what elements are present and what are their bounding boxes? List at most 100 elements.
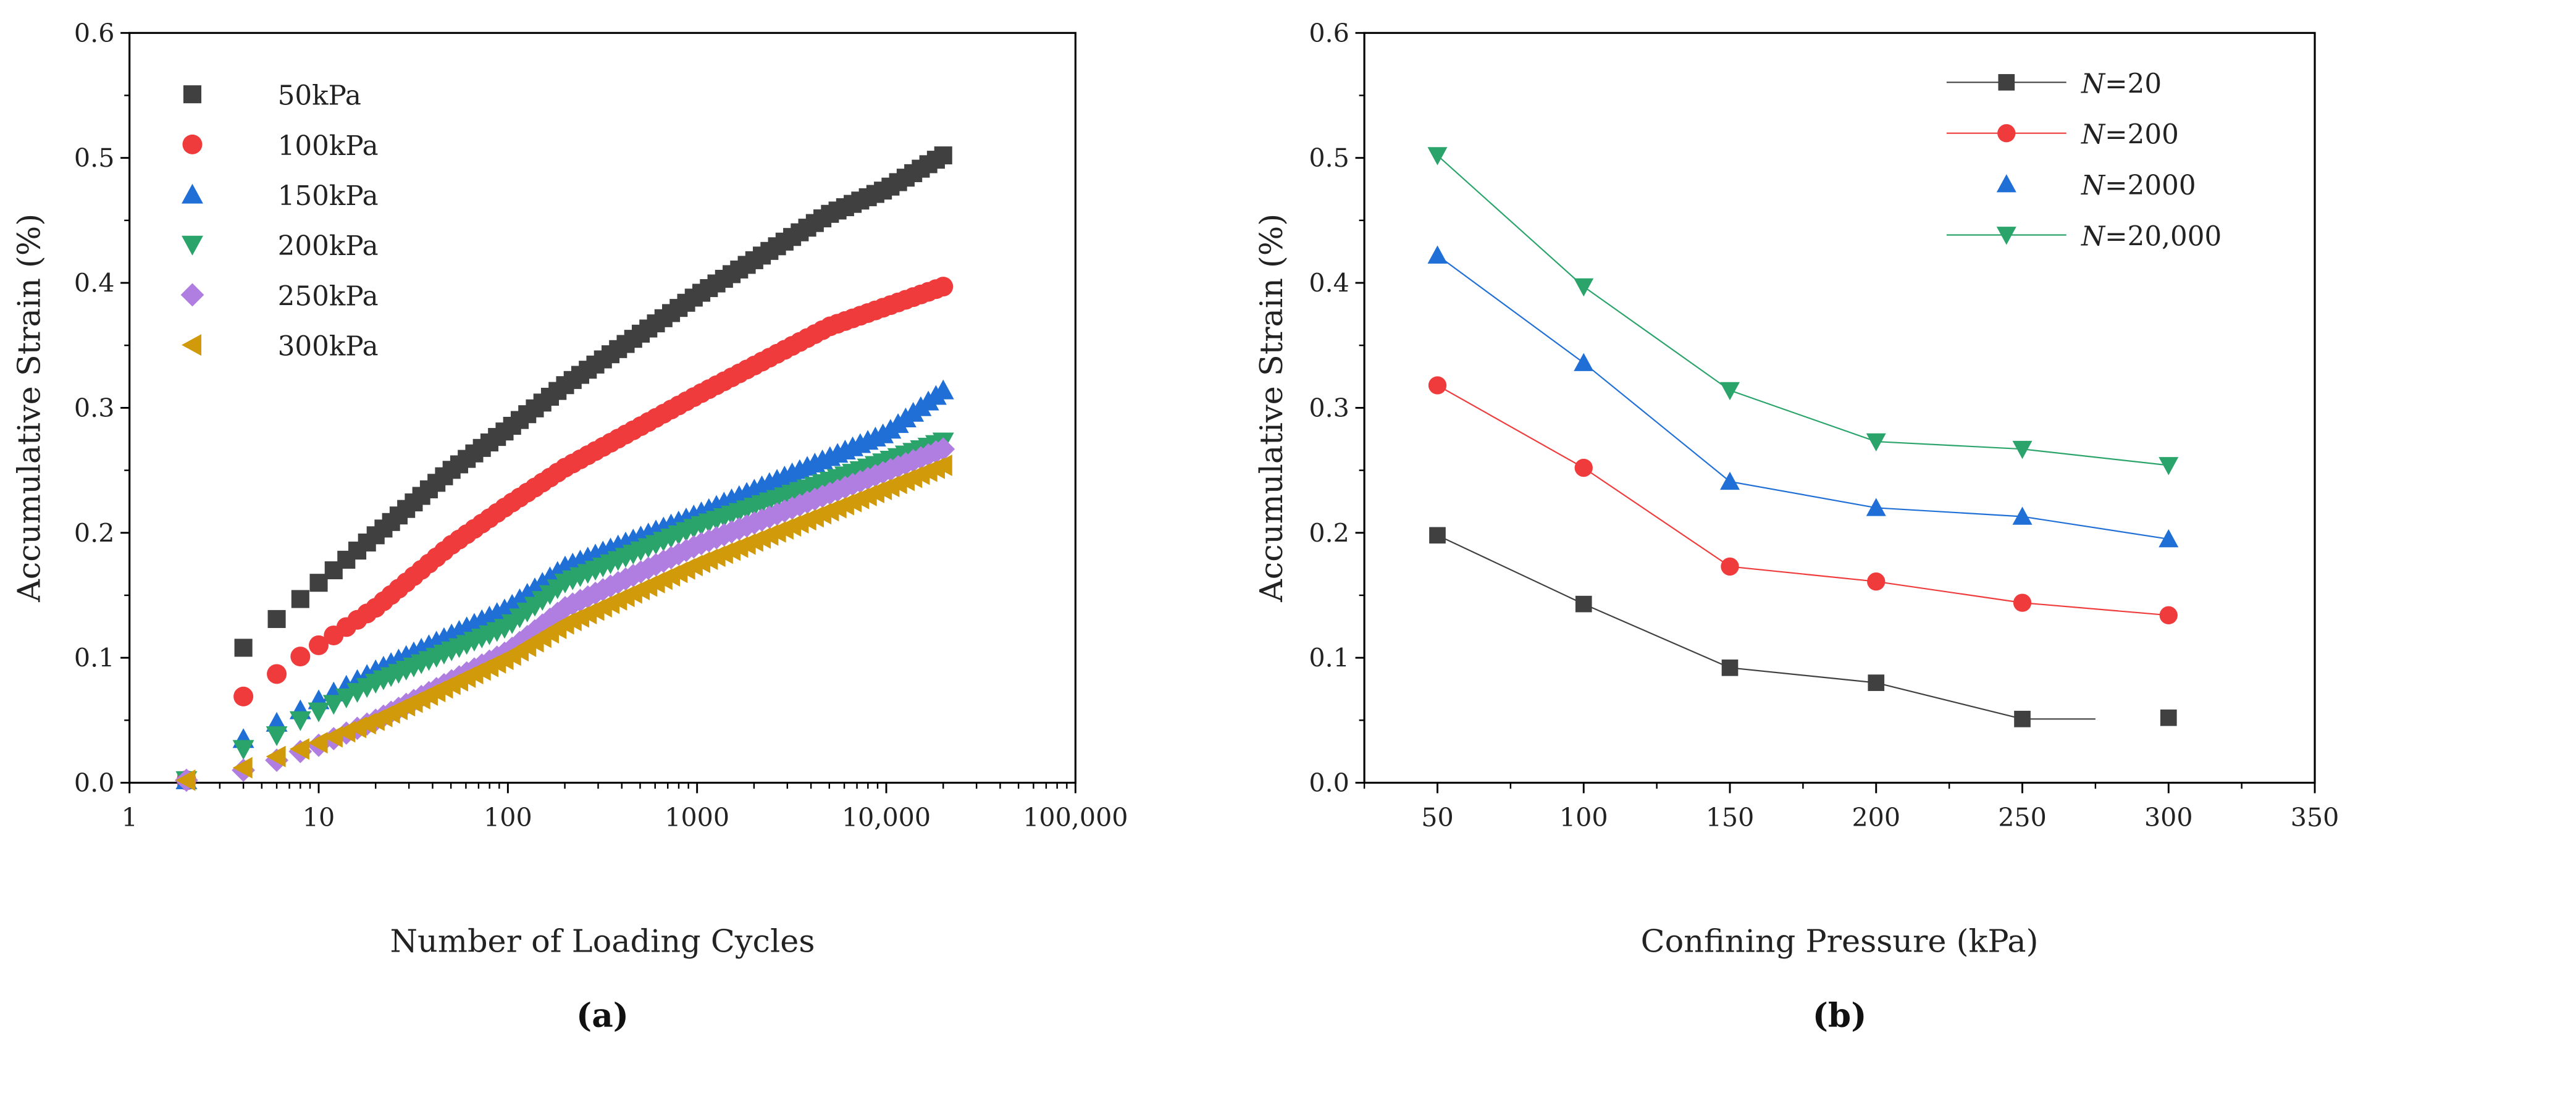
data-point: [308, 702, 330, 723]
data-point: [1574, 278, 1594, 297]
data-point: [1866, 498, 1886, 516]
y-tick-label: 0.3: [1309, 393, 1349, 423]
series-300kPa: [175, 455, 952, 791]
legend-marker: [1997, 124, 2016, 143]
data-point: [1721, 660, 1739, 676]
legend-marker: [182, 134, 203, 154]
legend-n: N: [2081, 120, 2106, 151]
y-tick-label: 0.2: [74, 518, 115, 548]
data-point: [1868, 674, 1885, 691]
legend-label: 100kPa: [278, 131, 379, 162]
series-N=20,000: [1427, 147, 2179, 475]
legend-marker: [180, 283, 204, 307]
series-250kPa: [174, 437, 955, 792]
chart-a: 0.0 0.1 0.2 0.3 0.4 0.5 0.6 Accumulative Strain…: [11, 19, 1128, 1035]
data-point: [2159, 457, 2179, 475]
x-tick-label: 1000: [665, 803, 729, 832]
data-point: [2012, 506, 2033, 525]
data-point: [523, 619, 547, 643]
data-point: [335, 689, 358, 709]
data-point: [289, 711, 311, 731]
data-point: [2159, 606, 2178, 625]
legend-label: 150kPa: [278, 181, 379, 212]
data-point: [2159, 529, 2179, 548]
x-tick-label: 100: [484, 803, 532, 832]
series-line: [1437, 154, 2169, 466]
x-tick-label: 250: [1998, 803, 2047, 832]
legend-marker: [182, 334, 202, 356]
legend-label: N=200: [2081, 120, 2179, 151]
legend-label: N=20,000: [2081, 221, 2221, 252]
legend-n: N: [2081, 170, 2106, 201]
data-point: [233, 686, 254, 706]
legend-marker: [182, 183, 203, 204]
data-point: [175, 769, 196, 791]
series-N=20: [1429, 527, 2177, 727]
y-axis-label: Accumulative Strain (%): [1254, 214, 1290, 603]
data-point: [266, 726, 288, 747]
x-tick-label: 150: [1706, 803, 1755, 832]
legend-label: 50kPa: [278, 81, 361, 112]
y-tick-label: 0.4: [1309, 269, 1349, 298]
data-point: [932, 455, 952, 476]
data-point: [291, 590, 309, 608]
series-line: [1437, 385, 2169, 616]
data-point: [309, 574, 328, 592]
data-point: [531, 613, 555, 637]
legend-value: =20: [2105, 69, 2162, 99]
data-point: [1427, 245, 1448, 264]
legend-label: N=20: [2081, 69, 2162, 99]
x-tick-label: 200: [1852, 803, 1900, 832]
chart-b: 0.0 0.1 0.2 0.3 0.4 0.5 0.6 Accumulative Strain…: [1254, 19, 2339, 1035]
legend-label: 250kPa: [278, 281, 379, 312]
data-point: [232, 740, 254, 760]
data-point: [934, 146, 952, 165]
x-tick-label: 50: [1421, 803, 1453, 832]
data-point: [2014, 710, 2031, 727]
legend-label: 200kPa: [278, 231, 379, 262]
y-axis-label: Accumulative Strain (%): [11, 214, 48, 603]
data-point: [1429, 527, 1446, 544]
data-point: [1866, 433, 1886, 452]
data-point: [267, 664, 287, 684]
x-tick-label: 300: [2144, 803, 2193, 832]
x-axis-label: Confining Pressure (kPa): [1641, 923, 2039, 960]
y-tick-label: 0.1: [74, 643, 115, 673]
data-point: [545, 601, 569, 626]
y-tick-label: 0.6: [74, 19, 115, 48]
series-50kPa: [177, 146, 952, 790]
series-line: [1437, 534, 2096, 720]
series-100kPa: [176, 277, 954, 790]
series-N=200: [1428, 376, 2178, 625]
panel-label: (b): [1813, 996, 1867, 1035]
y-tick-label: 0.0: [1309, 768, 1349, 798]
x-tick-label: 10: [303, 803, 335, 832]
data-point: [931, 437, 955, 461]
x-tick-label: 1: [122, 803, 138, 832]
legend-marker: [1998, 73, 2015, 91]
y-tick-label: 0.5: [74, 143, 115, 173]
series-N=2000: [1427, 245, 2179, 548]
x-tick-label: 100: [1559, 803, 1608, 832]
data-point: [932, 379, 954, 400]
y-tick-label: 0.0: [74, 768, 115, 798]
legend-n: N: [2081, 221, 2106, 252]
x-tick-label: 350: [2291, 803, 2339, 832]
data-point: [290, 647, 311, 667]
data-point: [289, 738, 309, 760]
x-tick-label: 100,000: [1023, 803, 1128, 832]
legend-label: N=2000: [2081, 170, 2196, 201]
data-point: [232, 756, 253, 779]
data-point: [322, 695, 345, 715]
legend-marker: [183, 85, 202, 104]
series-line: [1437, 254, 2169, 540]
y-tick-label: 0.4: [74, 269, 115, 298]
data-point: [309, 635, 329, 655]
data-point: [1721, 557, 1739, 576]
data-point: [933, 277, 954, 297]
data-point: [1574, 353, 1594, 371]
legend-label: 300kPa: [278, 332, 379, 362]
data-point: [234, 639, 253, 657]
legend-marker: [1996, 174, 2016, 193]
